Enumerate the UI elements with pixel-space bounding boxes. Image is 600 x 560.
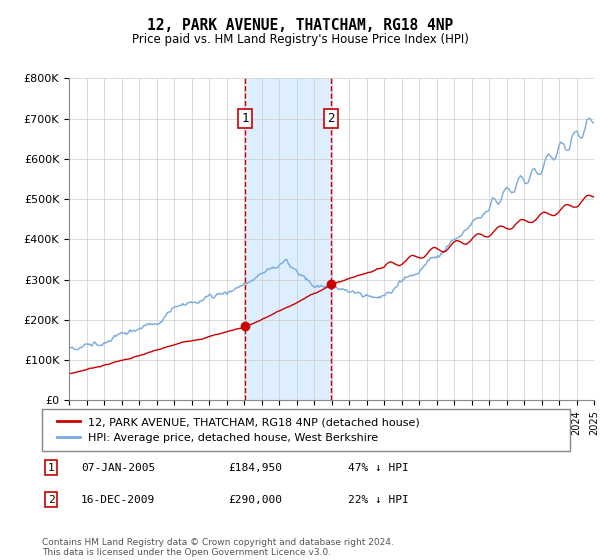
Text: 16-DEC-2009: 16-DEC-2009	[81, 494, 155, 505]
Bar	[245, 78, 331, 400]
Text: 1: 1	[47, 463, 55, 473]
Text: 2: 2	[327, 112, 335, 125]
Text: 2: 2	[47, 494, 55, 505]
Text: Price paid vs. HM Land Registry's House Price Index (HPI): Price paid vs. HM Land Registry's House …	[131, 32, 469, 46]
FancyBboxPatch shape	[42, 409, 570, 451]
Text: 07-JAN-2005: 07-JAN-2005	[81, 463, 155, 473]
Text: £184,950: £184,950	[228, 463, 282, 473]
Text: £290,000: £290,000	[228, 494, 282, 505]
Text: 47% ↓ HPI: 47% ↓ HPI	[348, 463, 409, 473]
Legend: 12, PARK AVENUE, THATCHAM, RG18 4NP (detached house), HPI: Average price, detach: 12, PARK AVENUE, THATCHAM, RG18 4NP (det…	[53, 413, 425, 447]
Text: Contains HM Land Registry data © Crown copyright and database right 2024.
This d: Contains HM Land Registry data © Crown c…	[42, 538, 394, 557]
Text: 12, PARK AVENUE, THATCHAM, RG18 4NP: 12, PARK AVENUE, THATCHAM, RG18 4NP	[147, 18, 453, 32]
Text: 1: 1	[241, 112, 248, 125]
Text: 22% ↓ HPI: 22% ↓ HPI	[348, 494, 409, 505]
